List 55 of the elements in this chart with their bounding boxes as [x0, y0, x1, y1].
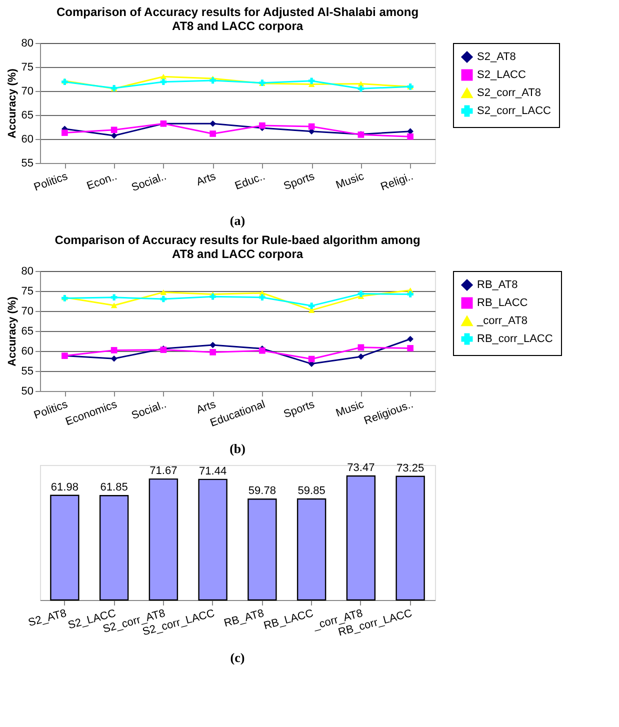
text: (c)	[230, 650, 245, 665]
y-tick-label: 70	[21, 86, 34, 98]
legend-label: S2_corr_LACC	[477, 105, 552, 117]
x-tick-label: Arts	[194, 170, 218, 188]
x-tick-label: Sports	[282, 170, 317, 193]
text: (b)	[230, 441, 246, 456]
y-axis-title: Accuracy (%)	[6, 68, 18, 138]
chart-title: Comparison of Accuracy results for Adjusted Al-Shalabi among AT8 and LACC corpora	[56, 5, 419, 33]
data-label: 61.85	[100, 482, 128, 494]
data-label: 59.85	[298, 485, 326, 498]
data-label: 71.67	[150, 465, 178, 478]
legend-label: RB_AT8	[477, 279, 518, 291]
y-tick-label: 50	[21, 386, 34, 398]
legend-label: RB_corr_LACC	[477, 333, 553, 345]
bar	[296, 498, 326, 601]
legend-label: RB_LACC	[477, 297, 528, 309]
x-tick-label: Educ..	[233, 170, 267, 192]
data-label: 59.78	[248, 485, 276, 498]
x-tick-label: Politics	[32, 170, 70, 194]
x-tick-label: Econ..	[85, 170, 119, 192]
bar	[99, 495, 129, 601]
data-label: 73.47	[347, 462, 375, 474]
y-tick-label: 55	[21, 158, 34, 170]
x-tick-label: Sports	[282, 398, 317, 421]
bar	[346, 475, 376, 601]
x-tick-label: Music	[334, 170, 366, 192]
chart-title: Comparison of Accuracy results for Rule-baed algorithm among AT8 and LACC corpora	[54, 233, 420, 261]
bar	[148, 478, 178, 601]
x-tick-label: Religi..	[379, 170, 415, 194]
legend-label: S2_corr_AT8	[477, 87, 541, 99]
x-tick-label: Social..	[130, 398, 168, 422]
bar	[198, 478, 228, 601]
text: (a)	[230, 213, 246, 228]
legend-label: S2_AT8	[477, 51, 516, 63]
y-tick-label: 70	[21, 306, 34, 318]
y-axis-title: Accuracy (%)	[6, 296, 18, 366]
y-tick-label: 55	[21, 366, 34, 378]
legend-label: _corr_AT8	[476, 315, 528, 327]
y-tick-label: 60	[21, 134, 34, 146]
y-tick-label: 80	[21, 38, 34, 50]
y-tick-label: 65	[21, 326, 34, 338]
y-tick-label: 65	[21, 110, 34, 122]
bar	[248, 498, 277, 601]
bar	[50, 494, 80, 601]
legend-label: S2_LACC	[477, 69, 526, 81]
x-tick-label: Social..	[130, 170, 168, 194]
bar	[396, 476, 425, 601]
y-tick-label: 75	[21, 286, 34, 298]
data-label: 61.98	[50, 481, 78, 494]
x-tick-label: S2_AT8	[27, 608, 68, 630]
data-label: 71.44	[199, 465, 227, 478]
y-tick-label: 80	[21, 266, 34, 278]
y-tick-label: 60	[21, 346, 34, 358]
data-label: 73.25	[396, 462, 424, 474]
y-tick-label: 75	[21, 62, 34, 74]
